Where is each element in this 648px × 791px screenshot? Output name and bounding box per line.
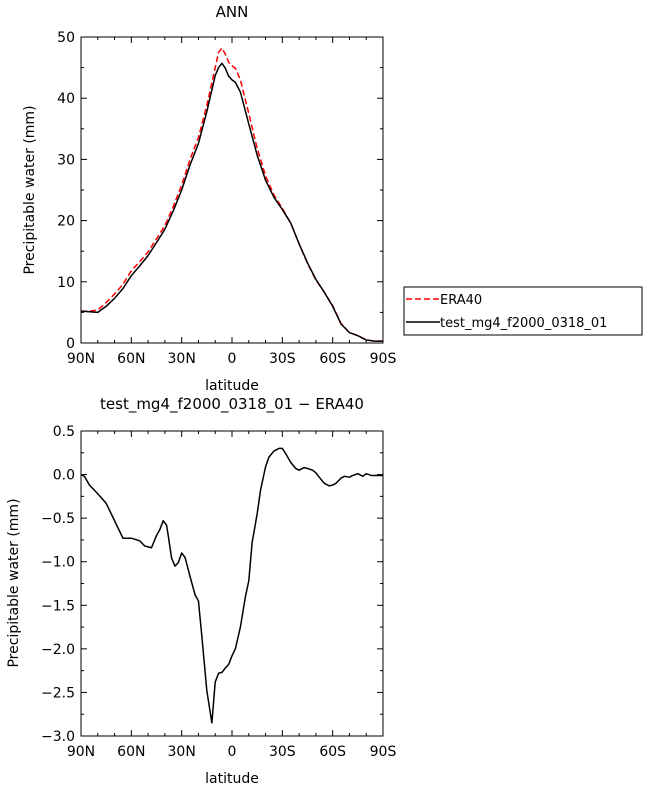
bottom-panel: test_mg4_f2000_0318_01 − ERA40 Precipita… — [6, 395, 396, 787]
bottom-x-tick-label: 30S — [269, 744, 296, 760]
top-x-axis-label: latitude — [205, 378, 259, 394]
top-x-tick-label: 0 — [228, 351, 237, 367]
bottom-plot-frame — [80, 430, 384, 737]
bottom-x-tick-label: 90S — [370, 744, 397, 760]
bottom-y-axis-label: Precipitable water (mm) — [6, 498, 22, 667]
top-x-tick-label: 30S — [269, 351, 296, 367]
bottom-y-tick-label: −1.5 — [41, 598, 75, 614]
legend: ERA40 test_mg4_f2000_0318_01 — [403, 286, 643, 336]
bottom-x-tick-label: 90N — [67, 744, 95, 760]
top-y-tick-label: 30 — [57, 152, 75, 168]
bottom-x-tick-label: 0 — [228, 744, 237, 760]
top-y-tick-label: 50 — [57, 30, 75, 46]
top-series-group — [80, 47, 383, 342]
bottom-x-tick-label: 60N — [117, 744, 145, 760]
legend-box — [403, 286, 643, 336]
bottom-y-tick-label: −1.0 — [41, 555, 75, 571]
bottom-chart-title: test_mg4_f2000_0318_01 − ERA40 — [100, 395, 364, 414]
bottom-y-tick-label: 0.5 — [53, 424, 75, 440]
bottom-x-axis-label: latitude — [205, 771, 259, 787]
top-y-tick-label: 20 — [57, 214, 75, 230]
top-panel: ANN Precipitable water (mm) latitude 0 10… — [22, 3, 643, 394]
bottom-axes: −3.0 −2.5 −2.0 −1.5 −1.0 −0.5 0.0 0.5 90N 60N 30N 0… — [41, 424, 396, 760]
top-chart-title: ANN — [216, 3, 249, 21]
legend-label-test-run: test_mg4_f2000_0318_01 — [440, 316, 607, 331]
bottom-series-group — [80, 447, 383, 724]
top-x-tick-label: 60S — [319, 351, 346, 367]
bottom-y-tick-label: 0.0 — [53, 468, 75, 484]
bottom-x-tick-label: 60S — [319, 744, 346, 760]
top-x-tick-label: 30N — [168, 351, 196, 367]
top-y-tick-label: 40 — [57, 91, 75, 107]
bottom-y-tick-label: −2.0 — [41, 642, 75, 658]
legend-label-era40: ERA40 — [440, 293, 482, 308]
bottom-y-tick-label: −3.0 — [41, 729, 75, 745]
top-plot-frame — [80, 36, 384, 344]
top-x-tick-label: 90S — [370, 351, 397, 367]
top-x-tick-label: 90N — [67, 351, 95, 367]
top-y-axis-label: Precipitable water (mm) — [22, 105, 38, 274]
bottom-series-line-1 — [80, 447, 383, 724]
top-series-line-1 — [81, 47, 383, 342]
top-axes: 0 10 20 30 40 50 90N 60N 30N 0 30S 60S 90S — [57, 30, 396, 367]
top-x-tick-label: 60N — [117, 351, 145, 367]
bottom-x-tick-label: 30N — [168, 744, 196, 760]
bottom-y-tick-label: −2.5 — [41, 685, 75, 701]
top-series-line-2 — [80, 62, 383, 342]
bottom-y-tick-label: −0.5 — [41, 511, 75, 527]
top-y-tick-label: 0 — [66, 336, 75, 352]
top-y-tick-label: 10 — [57, 275, 75, 291]
